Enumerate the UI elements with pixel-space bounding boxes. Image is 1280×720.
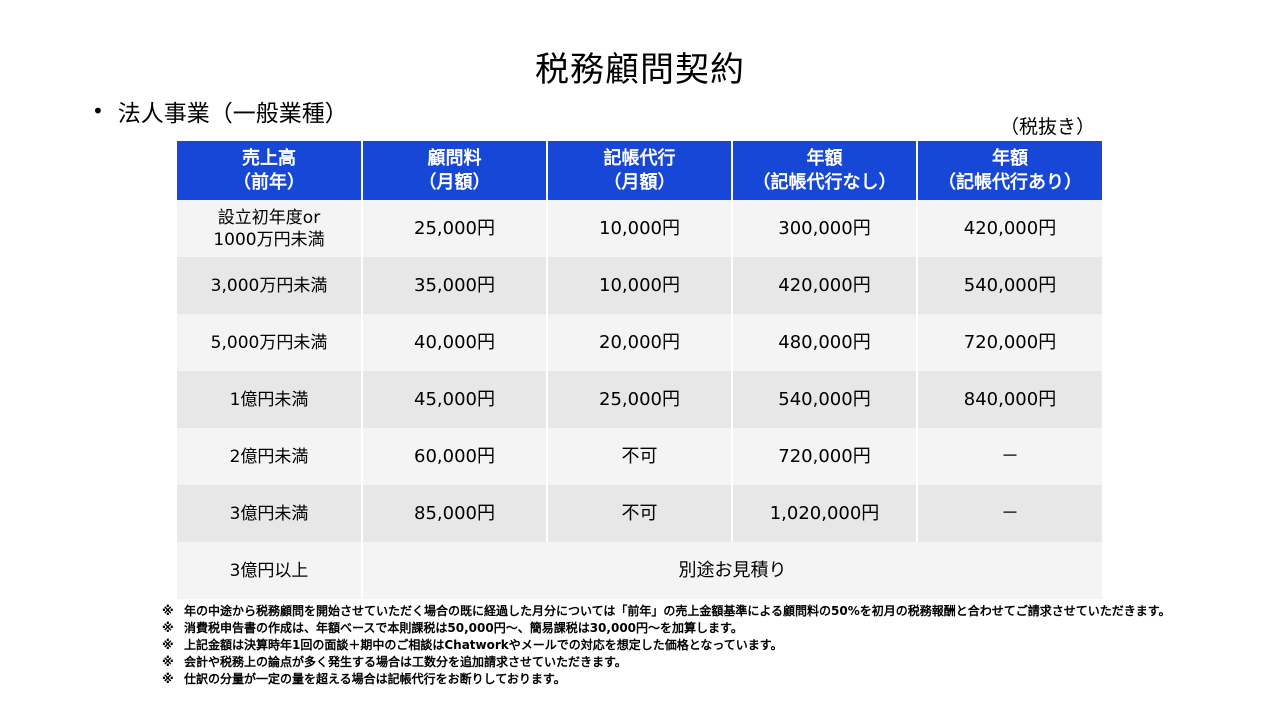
annual-without-cell: 420,000円	[732, 257, 918, 314]
page-title: 税務顧問契約	[535, 50, 745, 90]
bookkeeping-cell: 25,000円	[547, 371, 733, 428]
separate-estimate-cell: 別途お見積り	[362, 542, 1102, 599]
table-row: 2億円未満 60,000円 不可 720,000円 －	[177, 428, 1102, 485]
sales-cell: 3億円未満	[177, 485, 363, 542]
header-annual-with: 年額 （記帳代行あり）	[917, 141, 1102, 200]
annual-without-cell: 480,000円	[732, 314, 918, 371]
header-bookkeeping: 記帳代行 （月額）	[547, 141, 733, 200]
annual-without-cell: 300,000円	[732, 200, 918, 257]
table-header-row: 売上高 （前年） 顧問料 （月額） 記帳代行 （月額） 年額 （記帳代行なし） …	[177, 141, 1102, 200]
table-row: 3,000万円未満 35,000円 10,000円 420,000円 540,0…	[177, 257, 1102, 314]
fee-cell: 85,000円	[362, 485, 548, 542]
fee-cell: 45,000円	[362, 371, 548, 428]
sales-cell: 3億円以上	[177, 542, 363, 599]
fee-cell: 25,000円	[362, 200, 548, 257]
section-heading: • 法人事業（一般業種）	[92, 94, 348, 128]
fee-table: 売上高 （前年） 顧問料 （月額） 記帳代行 （月額） 年額 （記帳代行なし） …	[177, 141, 1102, 599]
annual-with-cell: 840,000円	[917, 371, 1102, 428]
annual-with-cell: 420,000円	[917, 200, 1102, 257]
footnotes: ※ 年の中途から税務顧問を開始させていただく場合の既に経過した月分については「前年…	[162, 603, 1171, 688]
bookkeeping-cell: 不可	[547, 428, 733, 485]
annual-with-cell: 720,000円	[917, 314, 1102, 371]
annual-without-cell: 540,000円	[732, 371, 918, 428]
table-row: 設立初年度or 1000万円未満 25,000円 10,000円 300,000…	[177, 200, 1102, 257]
footnote: ※ 仕訳の分量が一定の量を超える場合は記帳代行をお断りしております。	[162, 672, 566, 686]
annual-with-cell: 540,000円	[917, 257, 1102, 314]
header-advisory-fee: 顧問料 （月額）	[362, 141, 548, 200]
fee-cell: 60,000円	[362, 428, 548, 485]
table-row: 3億円未満 85,000円 不可 1,020,000円 －	[177, 485, 1102, 542]
bookkeeping-cell: 10,000円	[547, 200, 733, 257]
annual-with-cell: －	[917, 485, 1102, 542]
sales-cell: 2億円未満	[177, 428, 363, 485]
footnote: ※ 上記金額は決算時年1回の面談＋期中のご相談はChatworkやメールでの対応を…	[162, 638, 783, 652]
annual-without-cell: 1,020,000円	[732, 485, 918, 542]
sales-cell: 5,000万円未満	[177, 314, 363, 371]
header-annual-without: 年額 （記帳代行なし）	[732, 141, 918, 200]
section-heading-text: 法人事業（一般業種）	[117, 101, 348, 127]
table-row: 1億円未満 45,000円 25,000円 540,000円 840,000円	[177, 371, 1102, 428]
sales-cell: 設立初年度or 1000万円未満	[177, 200, 363, 257]
table-row: 5,000万円未満 40,000円 20,000円 480,000円 720,0…	[177, 314, 1102, 371]
bookkeeping-cell: 20,000円	[547, 314, 733, 371]
bullet-icon: •	[92, 99, 104, 123]
tax-excluded-note: （税抜き）	[1000, 116, 1096, 138]
sales-cell: 1億円未満	[177, 371, 363, 428]
fee-cell: 35,000円	[362, 257, 548, 314]
bookkeeping-cell: 不可	[547, 485, 733, 542]
header-sales: 売上高 （前年）	[177, 141, 363, 200]
sales-cell: 3,000万円未満	[177, 257, 363, 314]
annual-without-cell: 720,000円	[732, 428, 918, 485]
footnote: ※ 消費税申告書の作成は、年額ベースで本則課税は50,000円～、簡易課税は30,…	[162, 621, 743, 635]
footnote: ※ 年の中途から税務顧問を開始させていただく場合の既に経過した月分については「前年…	[162, 604, 1171, 618]
footnote: ※ 会計や税務上の論点が多く発生する場合は工数分を追加請求させていただきます。	[162, 655, 627, 669]
fee-cell: 40,000円	[362, 314, 548, 371]
table-row: 3億円以上 別途お見積り	[177, 542, 1102, 599]
bookkeeping-cell: 10,000円	[547, 257, 733, 314]
annual-with-cell: －	[917, 428, 1102, 485]
